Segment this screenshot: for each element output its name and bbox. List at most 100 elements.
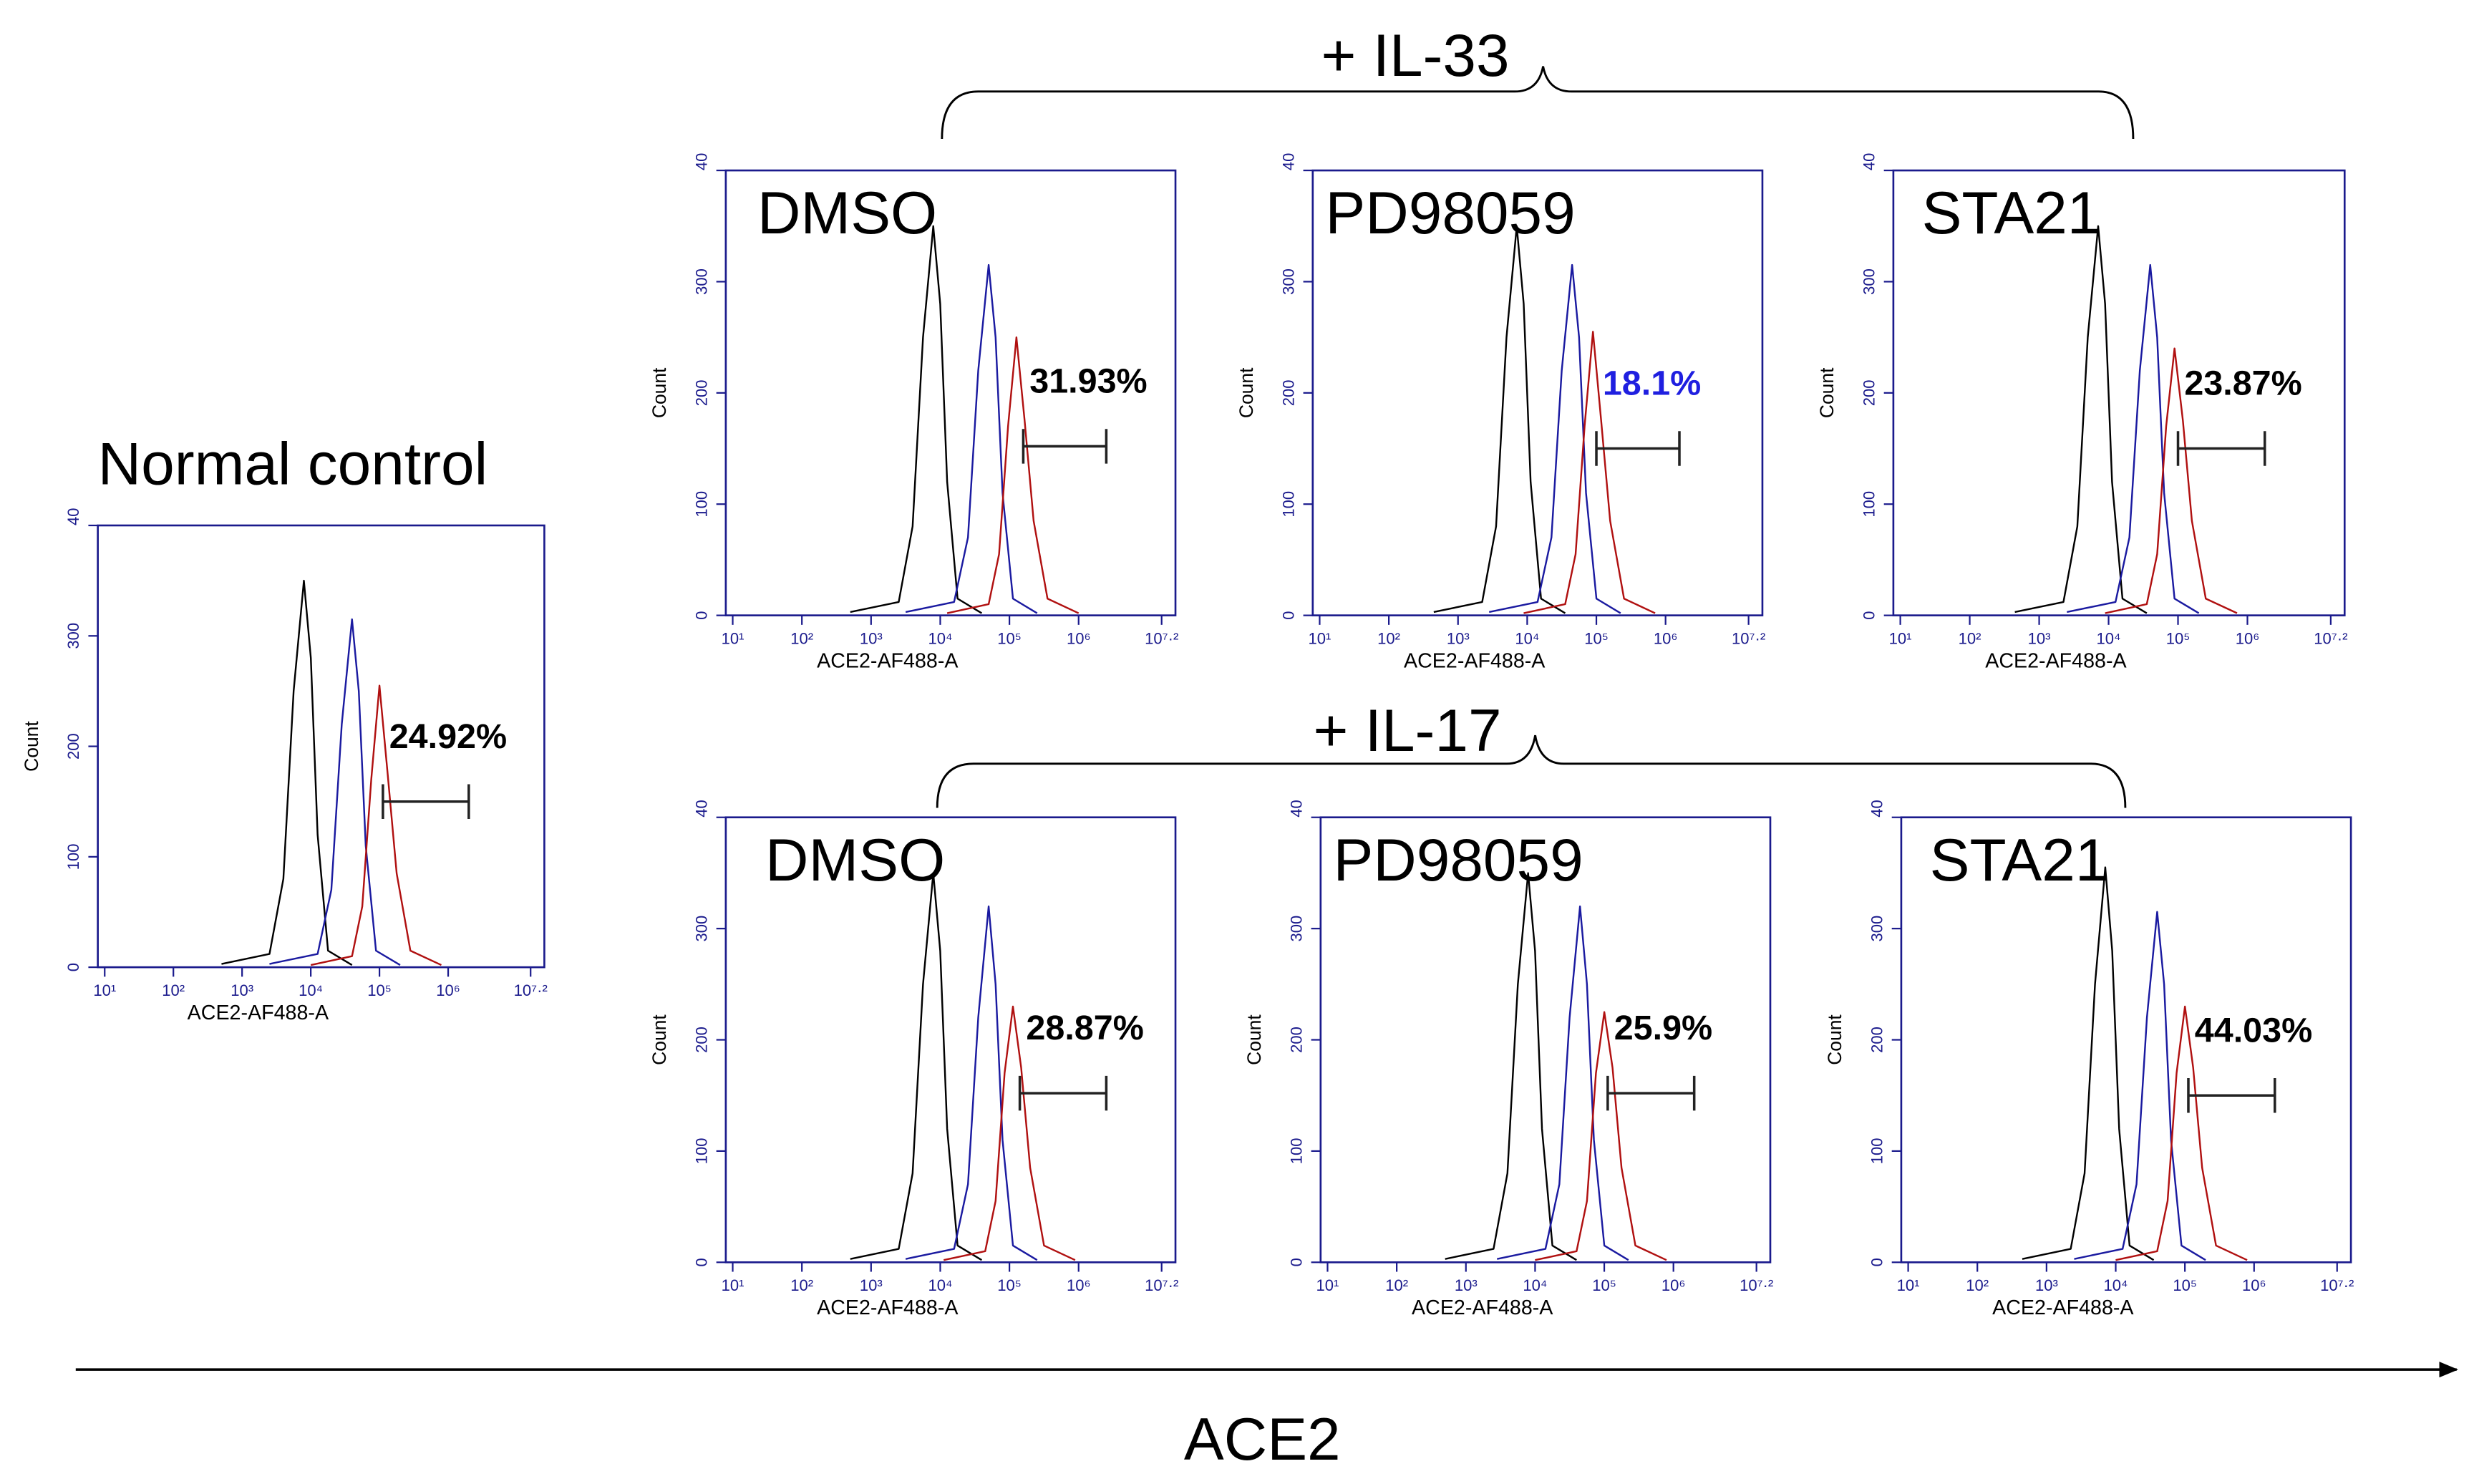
y-tick-label: 40	[1860, 153, 1878, 171]
group-label: + IL-17	[1314, 697, 1502, 764]
y-axis-label: Count	[21, 721, 42, 772]
x-tick-label: 10⁶	[1654, 629, 1678, 647]
x-tick-label: 10⁷·²	[1145, 629, 1178, 647]
panel: 10¹ 10² 10³ 10⁴ 10⁵ 10⁶ 10⁷·² 0 100 200 300 40 ACE2-…	[21, 430, 548, 1024]
y-tick-label: 100	[1860, 491, 1878, 518]
y-tick-label: 100	[1279, 491, 1297, 518]
gate-label: 31.93%	[1029, 362, 1147, 400]
bracket	[941, 66, 2135, 139]
x-axis-label: ACE2-AF488-A	[817, 649, 959, 672]
histogram-curve	[850, 225, 983, 614]
x-tick-label: 10⁴	[928, 629, 952, 647]
x-tick-label: 10⁴	[1523, 1276, 1547, 1294]
y-tick-label: 0	[1860, 611, 1878, 619]
x-tick-label: 10³	[1447, 629, 1470, 647]
x-tick-label: 10²	[1959, 629, 1981, 647]
histogram-curve	[310, 684, 442, 966]
x-tick-label: 10¹	[722, 1276, 744, 1294]
y-tick-label: 40	[1287, 800, 1305, 818]
x-tick-label: 10³	[1455, 1276, 1478, 1294]
panel: 10¹ 10² 10³ 10⁴ 10⁵ 10⁶ 10⁷·² 0 100 200 300 40 ACE2-…	[1824, 800, 2354, 1319]
gate	[1018, 1075, 1108, 1111]
gate-label: 25.9%	[1614, 1009, 1712, 1047]
panel: 10¹ 10² 10³ 10⁴ 10⁵ 10⁶ 10⁷·² 0 100 200 300 40 ACE2-…	[1243, 800, 1773, 1319]
gate-label: 28.87%	[1026, 1009, 1143, 1047]
y-tick-label: 300	[1287, 916, 1305, 942]
x-tick-label: 10⁷·²	[2314, 629, 2347, 647]
x-tick-label: 10⁵	[1584, 629, 1609, 647]
x-tick-label: 10¹	[93, 981, 116, 999]
panel-title: PD98059	[1325, 179, 1575, 246]
x-tick-label: 10⁷·²	[1145, 1276, 1178, 1294]
gate-label: 24.92%	[389, 717, 507, 756]
histogram-curve	[1535, 1011, 1667, 1261]
histogram-curve	[1488, 263, 1621, 614]
y-tick-label: 0	[692, 611, 710, 619]
x-tick-label: 10³	[860, 1276, 883, 1294]
histogram-curve	[2105, 347, 2238, 614]
x-tick-label: 10⁶	[1067, 629, 1091, 647]
x-tick-label: 10⁶	[2242, 1276, 2266, 1294]
histogram-curve	[1433, 225, 1566, 614]
bracket	[936, 734, 2127, 808]
histogram-curve	[943, 1005, 1076, 1261]
panel: 10¹ 10² 10³ 10⁴ 10⁵ 10⁶ 10⁷·² 0 100 200 300 40 ACE2-…	[649, 153, 1178, 673]
x-tick-label: 10⁵	[1592, 1276, 1616, 1294]
x-axis-label: ACE2-AF488-A	[1404, 649, 1546, 672]
histogram-curve	[269, 618, 401, 966]
gate	[382, 784, 470, 819]
y-tick-label: 200	[692, 379, 710, 406]
y-tick-label: 40	[692, 800, 710, 818]
x-tick-label: 10²	[162, 981, 185, 999]
y-axis-label: Count	[649, 367, 670, 418]
x-tick-label: 10⁵	[2173, 1276, 2197, 1294]
x-tick-label: 10³	[231, 981, 253, 999]
y-tick-label: 100	[1868, 1138, 1886, 1165]
y-tick-label: 0	[1287, 1258, 1305, 1266]
x-tick-label: 10¹	[1309, 629, 1331, 647]
x-tick-label: 10²	[1377, 629, 1400, 647]
y-tick-label: 200	[1287, 1027, 1305, 1053]
y-tick-label: 40	[1868, 800, 1886, 818]
x-tick-label: 10⁵	[997, 1276, 1022, 1294]
panel: 10¹ 10² 10³ 10⁴ 10⁵ 10⁶ 10⁷·² 0 100 200 300 40 ACE2-…	[1236, 153, 1765, 673]
panel-title: DMSO	[757, 179, 937, 246]
histogram-curve	[221, 579, 353, 966]
x-tick-label: 10²	[790, 629, 813, 647]
x-tick-label: 10⁷·²	[1740, 1276, 1773, 1294]
x-axis-label: ACE2-AF488-A	[188, 1002, 329, 1024]
y-tick-label: 200	[1860, 379, 1878, 406]
y-axis-label: Count	[1816, 367, 1838, 418]
panel: 10¹ 10² 10³ 10⁴ 10⁵ 10⁶ 10⁷·² 0 100 200 300 40 ACE2-…	[649, 800, 1178, 1319]
histogram-curve	[2115, 1005, 2248, 1261]
panel: 10¹ 10² 10³ 10⁴ 10⁵ 10⁶ 10⁷·² 0 100 200 300 40 ACE2-…	[1816, 153, 2347, 673]
y-tick-label: 200	[692, 1027, 710, 1053]
gate	[1606, 1075, 1696, 1111]
group-label: + IL-33	[1321, 21, 1510, 89]
x-tick-label: 10⁶	[2236, 629, 2260, 647]
histogram-curve	[2074, 911, 2206, 1261]
x-tick-label: 10²	[1966, 1276, 1989, 1294]
histogram-curve	[1496, 905, 1629, 1261]
x-axis-label: ACE2-AF488-A	[817, 1296, 959, 1319]
x-tick-label: 10²	[790, 1276, 813, 1294]
histogram-curve	[946, 336, 1080, 614]
y-axis-label: Count	[1236, 367, 1257, 418]
y-tick-label: 100	[64, 843, 82, 870]
x-tick-label: 10⁷·²	[1732, 629, 1765, 647]
histogram-curve	[905, 263, 1038, 614]
gate-label: 18.1%	[1603, 364, 1701, 403]
x-tick-label: 10⁴	[1515, 629, 1539, 647]
x-tick-label: 10⁶	[1067, 1276, 1091, 1294]
x-axis-label: ACE2-AF488-A	[1985, 649, 2127, 672]
y-tick-label: 300	[1860, 268, 1878, 295]
y-tick-label: 0	[1868, 1258, 1886, 1266]
y-tick-label: 100	[692, 1138, 710, 1165]
x-tick-label: 10⁴	[2097, 629, 2121, 647]
x-tick-label: 10¹	[722, 629, 744, 647]
x-axis-label: ACE2-AF488-A	[1992, 1296, 2134, 1319]
y-tick-label: 40	[692, 153, 710, 171]
y-axis-label: Count	[1824, 1014, 1845, 1065]
panel-title: PD98059	[1333, 826, 1583, 893]
